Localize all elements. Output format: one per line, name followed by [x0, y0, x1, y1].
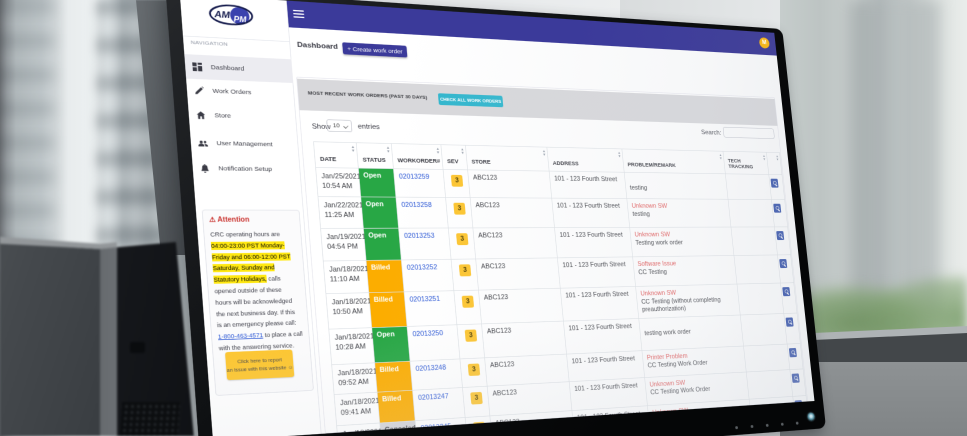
svg-text:AM: AM	[213, 10, 231, 21]
svg-text:PM: PM	[233, 14, 247, 24]
